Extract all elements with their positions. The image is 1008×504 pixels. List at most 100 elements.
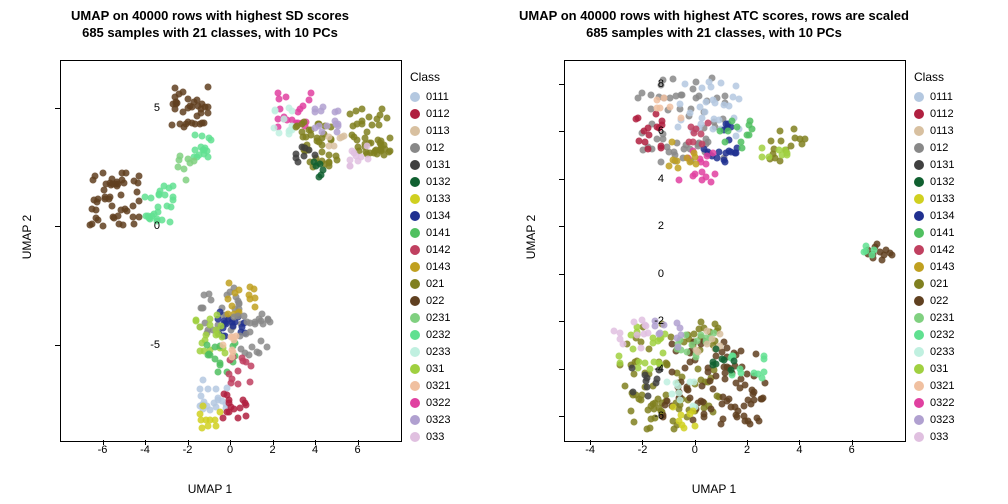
ytick-mark [559,226,564,227]
data-point [162,192,169,199]
legend-label: 0113 [930,125,954,137]
legend-item: 031 [410,360,450,377]
data-point [783,150,790,157]
legend-item: 021 [914,275,954,292]
data-point [197,323,204,330]
data-point [745,396,752,403]
ytick-mark [55,345,60,346]
xtick-label: 2 [269,444,275,456]
chart-title: UMAP on 40000 rows with highest SD score… [0,8,420,42]
legend-label: 021 [930,278,948,290]
data-point [225,399,232,406]
data-point [235,300,242,307]
data-point [200,292,207,299]
data-point [695,349,702,356]
data-point [668,368,675,375]
data-point [197,386,204,393]
legend-item: 0131 [914,156,954,173]
data-point [169,194,176,201]
data-point [716,330,723,337]
data-point [703,173,710,180]
data-point [733,124,740,131]
data-point [183,176,190,183]
data-point [219,334,226,341]
data-point [664,378,671,385]
legend-item: 0134 [914,207,954,224]
data-point [109,202,116,209]
legend-label: 0233 [426,346,450,358]
data-point [686,139,693,146]
legend-label: 0131 [426,159,450,171]
legend-item: 0323 [914,411,954,428]
xtick-label: 0 [227,444,233,456]
data-point [630,345,637,352]
data-point [712,171,719,178]
legend-swatch [410,143,420,153]
legend-swatch [914,194,924,204]
legend-label: 0231 [426,312,450,324]
data-point [117,191,124,198]
data-point [678,114,685,121]
legend-label: 0134 [930,210,954,222]
data-point [796,135,803,142]
xtick-label: 4 [796,444,802,456]
legend-swatch [410,109,420,119]
ytick-mark [559,84,564,85]
legend-swatch [410,296,420,306]
data-point [371,147,378,154]
left-panel: UMAP on 40000 rows with highest SD score… [0,0,504,504]
data-point [709,125,716,132]
data-point [86,222,93,229]
data-point [192,120,199,127]
legend-label: 0111 [930,91,953,103]
legend-item: 0322 [914,394,954,411]
data-point [220,415,227,422]
data-point [733,132,740,139]
legend-item: 0132 [914,173,954,190]
data-point [225,279,232,286]
data-point [375,122,382,129]
data-point [198,305,205,312]
legend-swatch [410,347,420,357]
data-point [180,108,187,115]
data-point [687,379,694,386]
data-point [674,123,681,130]
data-point [741,403,748,410]
data-point [700,413,707,420]
legend-item: 0142 [410,241,450,258]
legend-item: 0233 [914,343,954,360]
data-point [205,109,212,116]
data-point [204,385,211,392]
ytick-label: -4 [634,363,664,375]
legend-label: 012 [426,142,444,154]
legend-label: 031 [930,363,948,375]
data-point [718,80,725,87]
data-point [203,341,210,348]
data-point [761,369,768,376]
data-point [369,121,376,128]
legend-item: 0133 [410,190,450,207]
legend-label: 0322 [426,397,450,409]
data-point [732,82,739,89]
data-point [384,115,391,122]
data-point [676,101,683,108]
data-point [228,346,235,353]
data-point [616,359,623,366]
data-point [119,170,126,177]
data-point [206,135,213,142]
data-point [280,115,287,122]
data-point [358,105,365,112]
data-point [199,377,206,384]
legend-swatch [914,330,924,340]
data-point [204,154,211,161]
data-point [234,368,241,375]
data-point [200,402,207,409]
data-point [251,304,258,311]
legend-item: 0132 [410,173,450,190]
legend-swatch [914,109,924,119]
legend-swatch [410,245,420,255]
legend-swatch [410,313,420,323]
x-axis-label: UMAP 1 [504,482,924,496]
data-point [704,327,711,334]
data-point [664,397,671,404]
